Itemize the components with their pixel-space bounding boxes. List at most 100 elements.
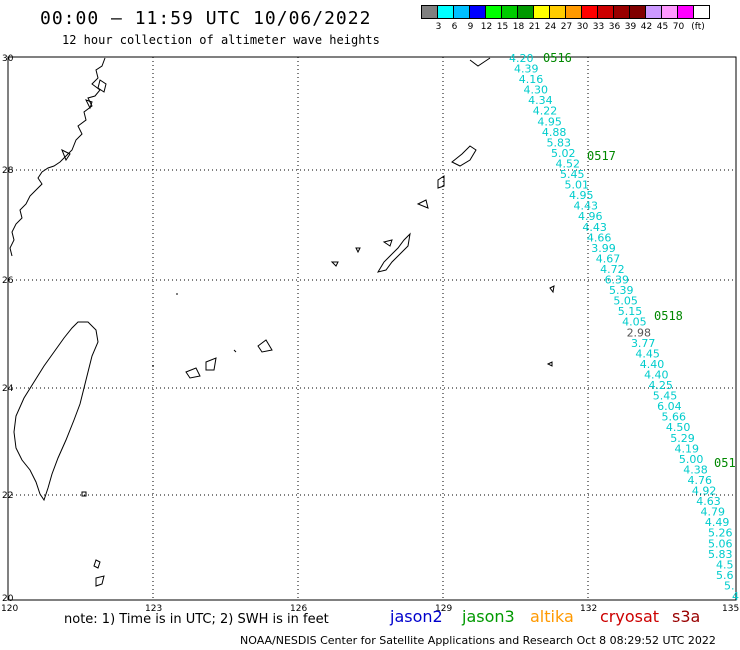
wave-height-label: 4.40 <box>640 358 665 371</box>
note-text: note: 1) Time is in UTC; 2) SWH is in fe… <box>64 612 329 627</box>
wave-height-label: 6.39 <box>605 274 630 287</box>
wave-height-label: 4.05 <box>622 316 647 329</box>
wave-height-label: 5.02 <box>551 147 576 160</box>
wave-height-label: 6.04 <box>657 400 682 413</box>
wave-height-label: 4.16 <box>519 73 544 86</box>
colorbar-label: 30 <box>576 22 589 32</box>
wave-height-label: 4.40 <box>644 368 669 381</box>
wave-height-label: 4.66 <box>587 231 612 244</box>
colorbar-label: 21 <box>528 22 541 32</box>
ishigaki-island <box>185 367 201 379</box>
wave-height-label: 4.5 <box>716 558 734 571</box>
wave-height-label: 5.15 <box>618 305 643 318</box>
wave-height-label: 4.30 <box>523 84 548 97</box>
wave-height-label: 4.38 <box>683 463 708 476</box>
wave-height-label: 4.20 <box>509 52 534 65</box>
wave-height-label: 4.43 <box>573 200 598 213</box>
wave-height-label: 4.95 <box>569 189 594 202</box>
colorbar-label: 24 <box>544 22 557 32</box>
wave-height-label: 5.26 <box>708 527 733 540</box>
wave-height-label: 3.99 <box>591 242 616 255</box>
wave-height-label: 4.88 <box>542 126 567 139</box>
map-subtitle: 12 hour collection of altimeter wave hei… <box>62 33 380 47</box>
colorbar-label: 27 <box>560 22 573 32</box>
colorbar-label: (ft) <box>691 22 705 32</box>
wave-height-label: 4.52 <box>556 157 581 170</box>
sat-jason2: jason2 <box>390 607 443 626</box>
wave-height-label: 5.83 <box>546 136 571 149</box>
colorbar-label: 3 <box>435 22 442 32</box>
wave-height-label: 5.05 <box>613 295 638 308</box>
small-island <box>257 339 273 353</box>
sat-jason3: jason3 <box>462 607 515 626</box>
wave-height-label: 4.92 <box>692 485 717 498</box>
map-title: 00:00 – 11:59 UTC 10/06/2022 <box>40 8 372 29</box>
colorbar-label: 9 <box>467 22 474 32</box>
wave-height-label: 5.45 <box>653 390 678 403</box>
wave-height-label: 4.34 <box>528 94 553 107</box>
wave-height-label: 5.6 <box>716 569 734 582</box>
lat-label-20: 20 <box>2 594 14 604</box>
lat-label-30: 30 <box>2 54 14 64</box>
wave-height-label: 4.63 <box>696 495 721 508</box>
sat-s3a: s3a <box>672 607 701 626</box>
small-island <box>95 575 105 587</box>
small-island <box>93 559 101 569</box>
colorbar-label: 33 <box>592 22 605 32</box>
pass-label-0516: 0516 <box>543 51 572 65</box>
lon-label-123: 123 <box>145 604 162 614</box>
lon-label-135: 135 <box>722 604 739 614</box>
lat-label-24: 24 <box>2 384 14 394</box>
wave-height-label: 4.95 <box>537 115 562 128</box>
wave-height-label: 4.50 <box>666 421 691 434</box>
wave-height-label: 4.45 <box>635 347 660 360</box>
colorbar-label: 45 <box>656 22 669 32</box>
amami-island <box>416 199 429 209</box>
wave-height-label: 4.39 <box>514 63 539 76</box>
footer-credit: NOAA/NESDIS Center for Satellite Applica… <box>240 634 716 647</box>
wave-height-label: 5.01 <box>565 179 590 192</box>
lon-label-120: 120 <box>1 604 18 614</box>
colorbar-label: 6 <box>451 22 458 32</box>
graticule <box>8 57 736 600</box>
wave-height-label: 2.98 <box>627 326 652 339</box>
wave-height-label: 5.00 <box>679 453 704 466</box>
wave-height-label: 5.39 <box>609 284 634 297</box>
taiwan-island <box>13 321 99 502</box>
okinawa-island <box>376 232 411 273</box>
lat-label-22: 22 <box>2 491 13 501</box>
wave-height-label: 5.06 <box>708 537 733 550</box>
wave-height-label: 5.45 <box>560 168 585 181</box>
wave-height-label: 4.43 <box>582 221 607 234</box>
wave-height-label: 5.66 <box>662 411 687 424</box>
wave-height-label: 4.79 <box>701 506 726 519</box>
colorbar-label: 18 <box>512 22 525 32</box>
colorbar-legend <box>421 5 710 19</box>
colorbar-label: 15 <box>496 22 509 32</box>
wave-height-label: 4.72 <box>600 263 625 276</box>
colorbar-label: 70 <box>672 22 685 32</box>
lon-label-129: 129 <box>435 604 452 614</box>
colorbar-label: 36 <box>608 22 621 32</box>
wave-height-label: 4.96 <box>578 210 603 223</box>
wave-height-label: 4.25 <box>648 379 673 392</box>
zhoushan-islands <box>97 79 107 93</box>
wave-height-label: 5. <box>724 579 735 592</box>
pass-label-051: 051 <box>714 456 736 470</box>
yakushima-island <box>451 145 477 167</box>
wave-height-label: 4.19 <box>675 442 700 455</box>
wave-height-label: 5.29 <box>670 432 695 445</box>
wave-height-label: 4.22 <box>533 105 558 118</box>
colorbar-swatch <box>693 5 710 19</box>
small-island <box>81 491 87 497</box>
colorbar-label: 12 <box>480 22 493 32</box>
wave-height-label: 4.76 <box>688 474 713 487</box>
pass-label-0517: 0517 <box>587 149 616 163</box>
lon-label-126: 126 <box>290 604 307 614</box>
wave-height-label: 4.67 <box>596 252 621 265</box>
wave-height-label: 5.83 <box>708 548 733 561</box>
wave-height-label: 4 <box>732 590 739 603</box>
lat-label-26: 26 <box>2 276 14 286</box>
wave-height-track: 4.204.394.164.304.344.224.954.885.835.02… <box>509 52 739 603</box>
